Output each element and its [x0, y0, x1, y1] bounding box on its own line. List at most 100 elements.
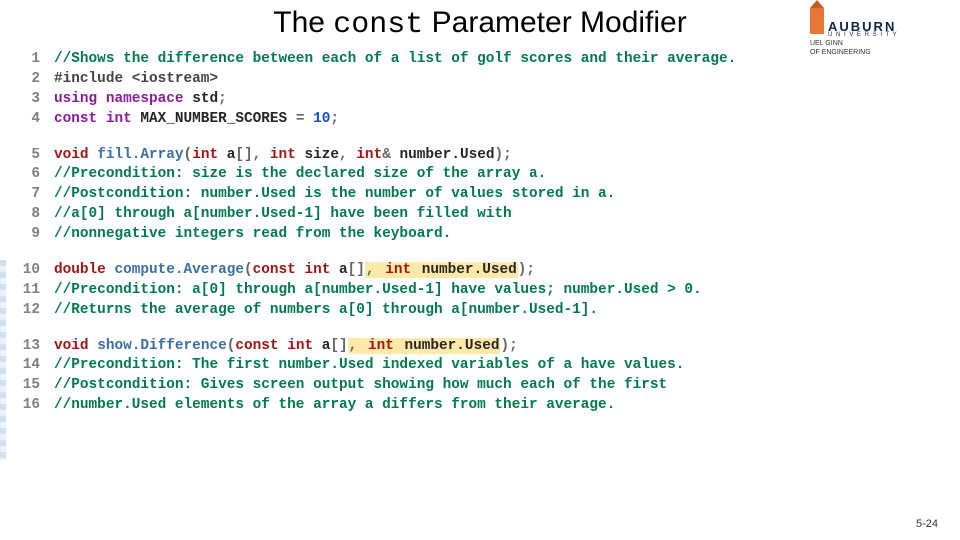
- token-type: int: [270, 147, 305, 163]
- line-content: void fill.Array(int a[], int size, int& …: [54, 146, 512, 166]
- token-comment: //Postcondition: number.Used is the numb…: [54, 186, 615, 202]
- line-number: 11: [12, 281, 54, 301]
- title-mono: const: [333, 8, 423, 42]
- token-ident: number.Used: [421, 262, 518, 278]
- code-line: 4const int MAX_NUMBER_SCORES = 10;: [12, 110, 948, 130]
- title-post: Parameter Modifier: [423, 6, 686, 39]
- token-punct: [],: [235, 147, 270, 163]
- token-punct: =: [296, 111, 313, 127]
- token-punct: (: [184, 147, 193, 163]
- token-comment: //a[0] through a[number.Used-1] have bee…: [54, 206, 512, 222]
- token-comment: //Precondition: size is the declared siz…: [54, 166, 546, 182]
- block-gap: [12, 321, 948, 337]
- token-punct: ;: [526, 262, 535, 278]
- token-comment: //number.Used elements of the array a di…: [54, 397, 615, 413]
- token-type: double: [54, 262, 114, 278]
- line-number: 1: [12, 50, 54, 70]
- line-content: //Precondition: size is the declared siz…: [54, 165, 546, 185]
- line-content: //Shows the difference between each of a…: [54, 50, 736, 70]
- code-line: 6//Precondition: size is the declared si…: [12, 165, 948, 185]
- token-punct: []: [348, 262, 365, 278]
- code-line: 1//Shows the difference between each of …: [12, 50, 948, 70]
- line-number: 10: [12, 261, 54, 281]
- token-comment: //Precondition: The first number.Used in…: [54, 357, 684, 373]
- token-type: const int: [235, 338, 321, 354]
- token-punct: );: [495, 147, 512, 163]
- code-block: 1//Shows the difference between each of …: [12, 50, 948, 416]
- code-line: 5void fill.Array(int a[], int size, int&…: [12, 146, 948, 166]
- token-type: int: [384, 262, 421, 278]
- token-punct: ;: [218, 91, 227, 107]
- line-number: 2: [12, 70, 54, 90]
- code-line: 2#include <iostream>: [12, 70, 948, 90]
- line-content: //number.Used elements of the array a di…: [54, 396, 615, 416]
- token-comment: //Shows the difference between each of a…: [54, 51, 736, 67]
- line-number: 5: [12, 146, 54, 166]
- token-punct: ;: [509, 338, 518, 354]
- code-line: 15//Postcondition: Gives screen output s…: [12, 376, 948, 396]
- line-number: 9: [12, 225, 54, 245]
- line-content: using namespace std;: [54, 90, 227, 110]
- token-comment: //nonnegative integers read from the key…: [54, 226, 451, 242]
- code-line: 13void show.Difference(const int a[], in…: [12, 337, 948, 357]
- college-line2: OF ENGINEERING: [810, 49, 950, 56]
- code-line: 11//Precondition: a[0] through a[number.…: [12, 281, 948, 301]
- token-funcdecl: fill.Array: [97, 147, 183, 163]
- token-funcdecl: compute.Average: [114, 262, 244, 278]
- token-punct: ,: [365, 262, 384, 278]
- token-punct: ,: [339, 147, 356, 163]
- token-punct: ;: [330, 111, 339, 127]
- token-punct: ): [500, 338, 509, 354]
- token-punct: ,: [348, 338, 367, 354]
- line-content: void show.Difference(const int a[], int …: [54, 337, 518, 357]
- token-ident: size: [304, 147, 339, 163]
- college-line1: UEL GINN: [810, 40, 950, 47]
- token-type: void: [54, 338, 97, 354]
- line-content: const int MAX_NUMBER_SCORES = 10;: [54, 110, 339, 130]
- code-line: 14//Precondition: The first number.Used …: [12, 356, 948, 376]
- decorative-sidebar: [0, 260, 6, 460]
- block-gap: [12, 130, 948, 146]
- line-number: 16: [12, 396, 54, 416]
- token-comment: //Precondition: a[0] through a[number.Us…: [54, 282, 702, 298]
- token-ident: number.Used: [400, 147, 495, 163]
- token-type: int: [356, 147, 382, 163]
- token-ident: number.Used: [403, 338, 500, 354]
- token-keyword: const int: [54, 111, 140, 127]
- line-number: 8: [12, 205, 54, 225]
- line-number: 4: [12, 110, 54, 130]
- line-number: 7: [12, 185, 54, 205]
- token-punct: []: [330, 338, 347, 354]
- token-keyword: using namespace: [54, 91, 192, 107]
- token-funcdecl: show.Difference: [97, 338, 227, 354]
- token-punct: &: [382, 147, 399, 163]
- token-number: 10: [313, 111, 330, 127]
- token-type: void: [54, 147, 97, 163]
- code-line: 16//number.Used elements of the array a …: [12, 396, 948, 416]
- token-type: int: [367, 338, 404, 354]
- code-line: 10double compute.Average(const int a[], …: [12, 261, 948, 281]
- line-number: 14: [12, 356, 54, 376]
- line-content: //Returns the average of numbers a[0] th…: [54, 301, 598, 321]
- token-ident: a: [339, 262, 348, 278]
- line-content: //a[0] through a[number.Used-1] have bee…: [54, 205, 512, 225]
- block-gap: [12, 245, 948, 261]
- title-pre: The: [273, 6, 333, 39]
- line-number: 6: [12, 165, 54, 185]
- line-content: //nonnegative integers read from the key…: [54, 225, 451, 245]
- token-punct: (: [244, 262, 253, 278]
- page-number: 5-24: [916, 518, 938, 530]
- code-line: 3using namespace std;: [12, 90, 948, 110]
- line-content: //Precondition: The first number.Used in…: [54, 356, 684, 376]
- token-type: int: [192, 147, 227, 163]
- token-ident: std: [192, 91, 218, 107]
- logo-univ: U N I V E R S I T Y: [828, 32, 898, 38]
- line-number: 15: [12, 376, 54, 396]
- line-number: 3: [12, 90, 54, 110]
- token-comment: //Postcondition: Gives screen output sho…: [54, 377, 667, 393]
- token-preproc: #include <iostream>: [54, 71, 218, 87]
- token-ident: MAX_NUMBER_SCORES: [140, 111, 295, 127]
- line-content: double compute.Average(const int a[], in…: [54, 261, 535, 281]
- code-line: 8//a[0] through a[number.Used-1] have be…: [12, 205, 948, 225]
- line-content: //Postcondition: number.Used is the numb…: [54, 185, 615, 205]
